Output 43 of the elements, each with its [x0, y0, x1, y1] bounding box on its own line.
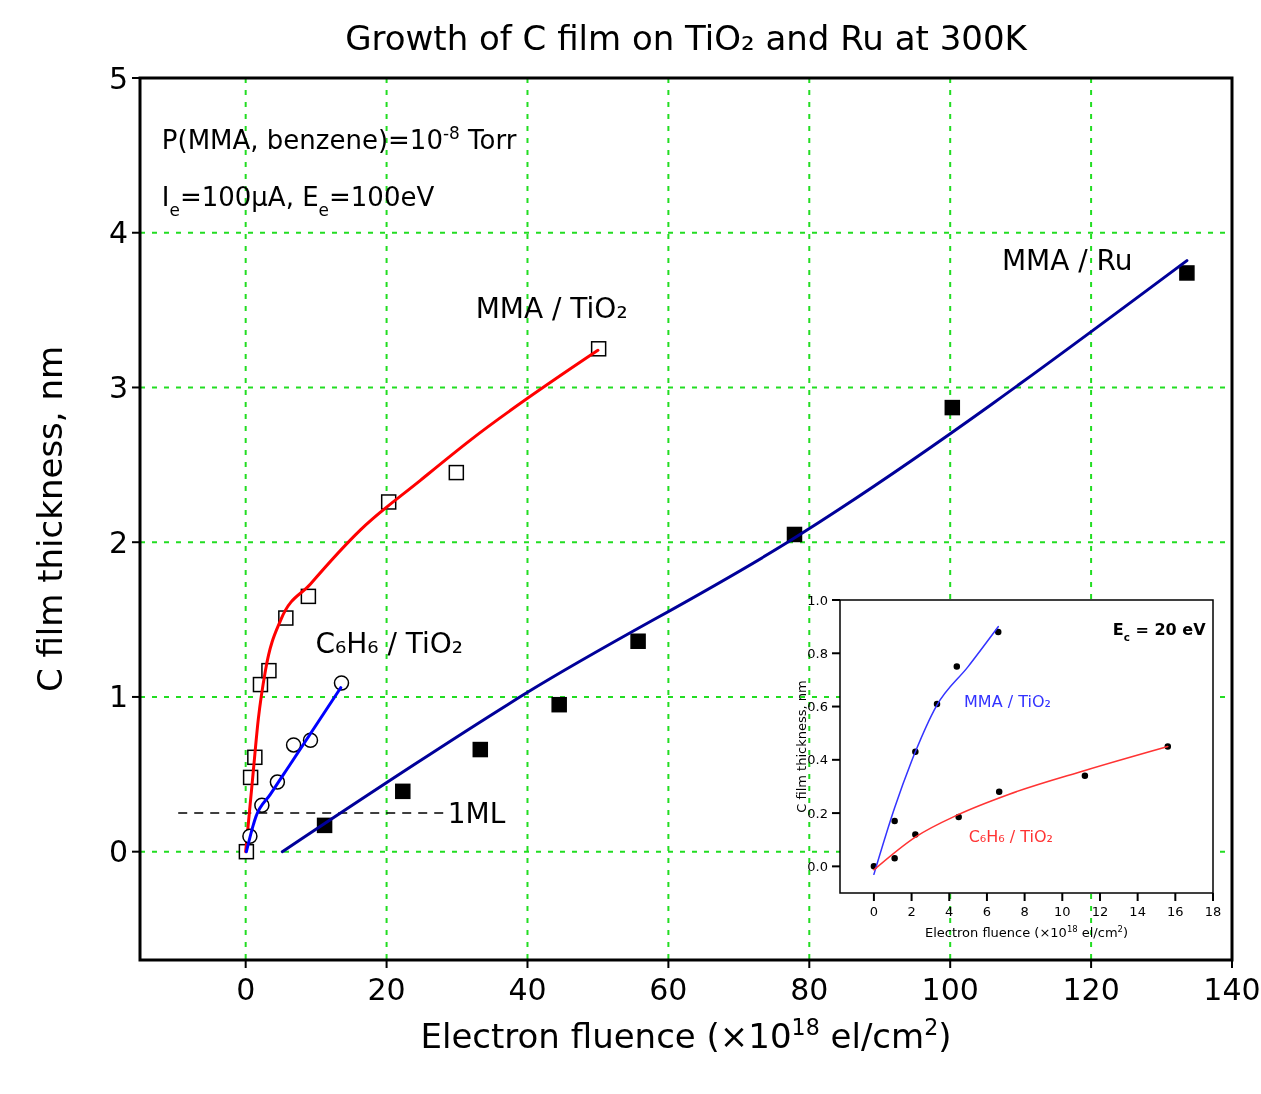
x-tick-label: 120 — [1062, 972, 1120, 1007]
series-label: MMA / Ru — [1001, 243, 1133, 277]
y-tick-label: 3 — [108, 369, 128, 405]
annotation: P(MMA, benzene)=10$^{-8}$ Torr — [161, 122, 517, 155]
x-tick-label: 0 — [869, 904, 879, 919]
y-tick-label: 2 — [108, 524, 128, 560]
x-axis-title: Electron fluence (×10$^{18}$ el/cm$^{2}$) — [924, 923, 1129, 940]
y-axis-title: C film thickness, nm — [30, 345, 70, 693]
x-axis-title: Electron fluence (×10$^{18}$ el/cm$^{2}$) — [420, 1014, 952, 1056]
x-tick-label: 0 — [236, 972, 256, 1007]
x-tick-label: 60 — [649, 972, 688, 1007]
y-tick-label: 4 — [108, 215, 128, 251]
y-tick-label: 0.0 — [807, 858, 828, 874]
x-tick-label: 8 — [1020, 904, 1029, 919]
chart-title: Growth of C film on TiO₂ and Ru at 300K — [345, 18, 1029, 58]
x-tick-label: 80 — [790, 972, 829, 1007]
x-tick-label: 40 — [508, 972, 547, 1007]
x-tick-label: 18 — [1204, 904, 1222, 919]
x-tick-label: 20 — [367, 972, 406, 1007]
y-tick-label: 0.8 — [807, 645, 828, 661]
y-tick-label: 1.0 — [807, 592, 828, 608]
ref-line-label: 1ML — [447, 796, 506, 830]
y-tick-label: 0.6 — [807, 699, 828, 715]
series-label: MMA / TiO₂ — [475, 291, 628, 325]
series-label: C₆H₆ / TiO₂ — [315, 627, 464, 661]
x-tick-label: 2 — [907, 904, 916, 919]
y-tick-label: 0.4 — [807, 752, 828, 768]
y-tick-label: 0 — [108, 834, 128, 870]
x-tick-label: 6 — [982, 904, 992, 919]
annotation: E$_{c}$ = 20 eV — [1112, 620, 1207, 644]
x-tick-label: 16 — [1167, 904, 1184, 919]
x-tick-label: 10 — [1054, 904, 1071, 919]
x-tick-label: 4 — [945, 904, 954, 919]
y-tick-label: 1 — [108, 679, 128, 715]
annotation: I$_{e}$=100µA, E$_{e}$=100eV — [161, 181, 435, 220]
series-label: C₆H₆ / TiO₂ — [968, 827, 1054, 847]
x-tick-label: 12 — [1091, 904, 1109, 919]
x-tick-label: 140 — [1203, 972, 1261, 1007]
y-tick-label: 0.2 — [807, 805, 828, 821]
y-tick-label: 5 — [108, 60, 128, 96]
x-tick-label: 14 — [1129, 904, 1146, 919]
series-label: MMA / TiO₂ — [964, 691, 1051, 711]
x-tick-label: 100 — [921, 972, 979, 1007]
